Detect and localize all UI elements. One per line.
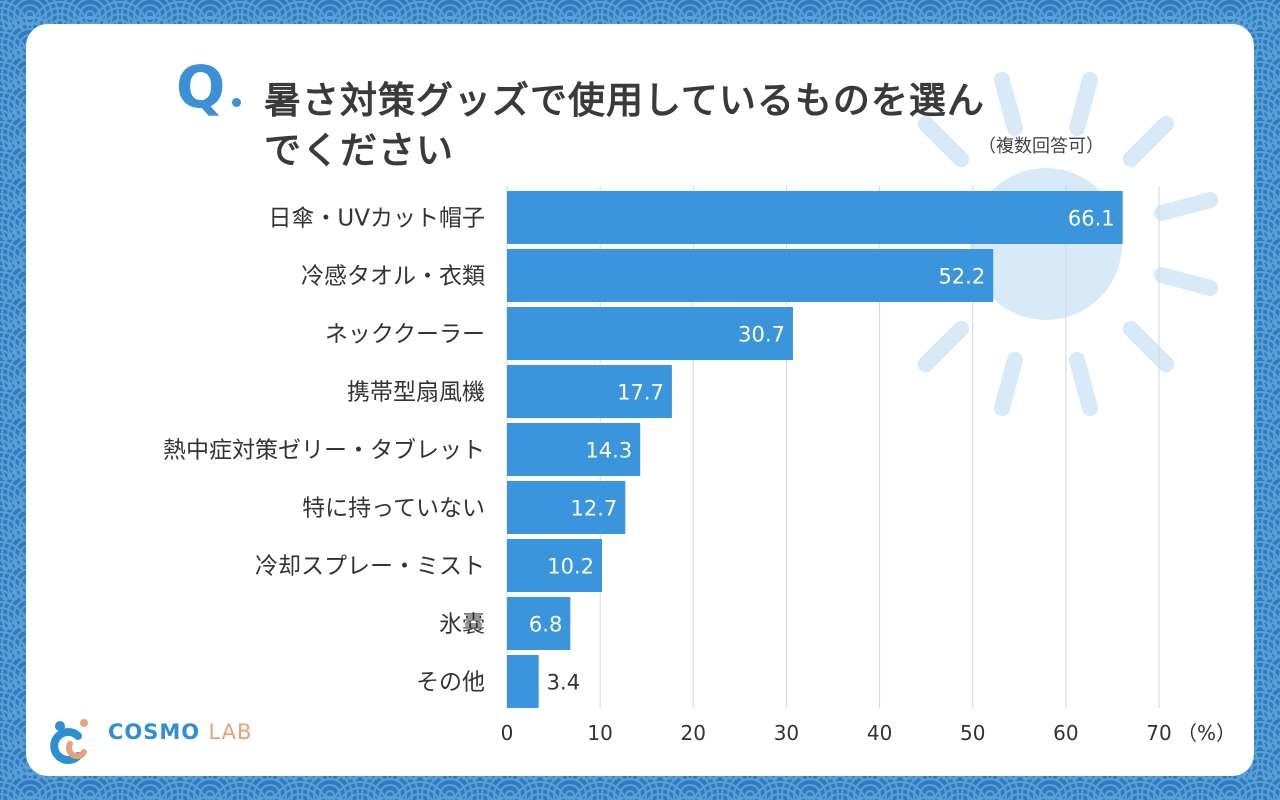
page-title-line-1: 暑さ対策グッズで使用しているものを選ん — [264, 79, 985, 122]
logo-sub-text: LAB — [208, 720, 253, 744]
question-dot — [232, 98, 241, 107]
bar — [507, 655, 539, 708]
sun-ray — [917, 115, 970, 168]
sun-ray — [1069, 351, 1098, 417]
sun-ray — [1153, 267, 1219, 296]
sun-ray — [1122, 115, 1175, 168]
question-mark-q: Q — [176, 53, 226, 121]
category-label: 冷却スプレー・ミスト — [255, 554, 485, 580]
bar — [507, 365, 672, 418]
category-label: 特に持っていない — [302, 496, 485, 522]
bar — [507, 307, 793, 360]
data-label: 6.8 — [529, 613, 562, 637]
bar — [507, 423, 641, 476]
category-label: その他 — [416, 670, 485, 696]
x-tick-label: 40 — [867, 721, 892, 745]
x-tick-label: 70 — [1146, 721, 1171, 745]
x-unit-label: （%） — [1177, 721, 1236, 745]
sun-ray — [917, 320, 970, 373]
page-title-line-2: でください — [264, 129, 454, 172]
category-label: 日傘・UVカット帽子 — [268, 206, 485, 232]
category-label: 携帯型扇風機 — [347, 380, 485, 406]
x-tick-label: 50 — [960, 721, 985, 745]
sun-ray — [1122, 320, 1175, 373]
sun-ray — [1069, 71, 1098, 137]
sun-ray — [994, 71, 1023, 137]
category-label: 冷感タオル・衣類 — [301, 264, 485, 290]
x-tick-label: 30 — [774, 721, 799, 745]
data-label: 30.7 — [738, 323, 785, 347]
cosmo-lab-logo-text: COSMO LAB — [108, 720, 252, 744]
x-tick-label: 20 — [681, 721, 706, 745]
data-label: 14.3 — [585, 439, 632, 463]
bar — [507, 539, 603, 592]
category-label: 熱中症対策ゼリー・タブレット — [163, 438, 485, 464]
bar — [507, 597, 571, 650]
sun-ray — [1153, 192, 1219, 221]
data-label: 66.1 — [1068, 207, 1115, 231]
category-label: 氷嚢 — [439, 612, 485, 638]
category-label: ネッククーラー — [325, 322, 485, 348]
bar — [507, 481, 626, 534]
bar — [507, 191, 1123, 244]
x-tick-label: 0 — [501, 721, 514, 745]
data-label: 52.2 — [938, 265, 985, 289]
chart-card: Q 暑さ対策グッズで使用しているものを選ん でください （複数回答可） 0 10 2… — [26, 24, 1254, 776]
cosmo-lab-logo-icon — [50, 719, 88, 764]
bar — [507, 249, 994, 302]
x-tick-label: 10 — [587, 721, 612, 745]
data-label: 3.4 — [547, 671, 580, 695]
bar-chart: 0 10 20 30 40 50 60 70 （%） 日傘・UVカット帽子 66.1 冷感タオル・衣類… — [163, 186, 1236, 745]
x-tick-label: 60 — [1053, 721, 1078, 745]
sun-ray — [994, 351, 1023, 417]
data-label: 12.7 — [571, 497, 618, 521]
data-label: 17.7 — [617, 381, 664, 405]
multiple-answer-note: （複数回答可） — [978, 136, 1104, 157]
data-label: 10.2 — [547, 555, 594, 579]
logo-main-text: COSMO — [108, 720, 201, 744]
